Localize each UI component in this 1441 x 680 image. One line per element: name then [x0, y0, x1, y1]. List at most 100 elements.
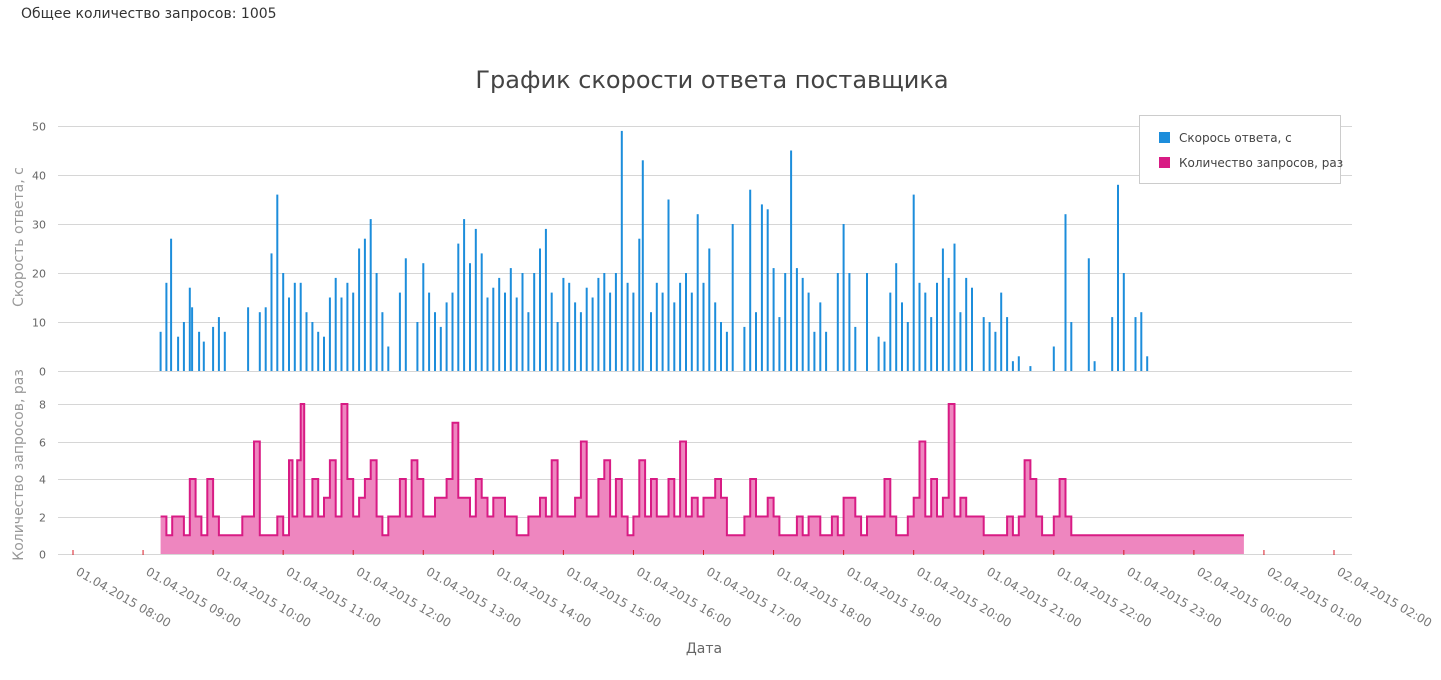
- response-speed-bar: [702, 282, 705, 371]
- response-speed-bar: [398, 292, 401, 371]
- response-speed-bar: [626, 282, 629, 371]
- response-speed-bar: [784, 273, 787, 371]
- response-speed-bar: [533, 273, 536, 371]
- response-speed-bar: [743, 326, 746, 371]
- response-speed-bar: [725, 331, 728, 371]
- x-axis-label: Дата: [686, 641, 722, 657]
- response-speed-bar: [936, 282, 938, 371]
- response-speed-bar: [182, 322, 185, 371]
- response-speed-bar: [539, 248, 541, 371]
- response-speed-bar: [655, 282, 658, 371]
- response-speed-bar: [439, 326, 442, 371]
- response-speed-bar: [895, 263, 898, 371]
- response-speed-bar: [632, 292, 635, 371]
- response-speed-bar: [451, 292, 454, 371]
- response-speed-bar: [247, 307, 250, 371]
- response-speed-bar: [953, 243, 956, 371]
- response-speed-bar: [317, 331, 320, 371]
- response-speed-bar: [1064, 214, 1067, 371]
- response-speed-bar: [1140, 312, 1143, 371]
- response-speed-bar: [299, 282, 302, 371]
- response-speed-bar: [515, 297, 518, 371]
- response-speed-bar: [912, 194, 915, 371]
- lower-y-tick-label: 2: [39, 512, 46, 525]
- response-speed-bar: [988, 322, 991, 371]
- response-speed-bar: [696, 214, 699, 371]
- response-speed-bar: [474, 228, 477, 371]
- chart-legend: Скорось ответа, с Количество запросов, р…: [1139, 115, 1343, 184]
- response-speed-bar: [369, 219, 372, 371]
- response-speed-bar: [1146, 356, 1149, 371]
- response-speed-bar: [720, 322, 722, 371]
- response-speed-bar: [170, 238, 173, 371]
- response-speed-bar: [1122, 273, 1125, 371]
- response-speed-bar: [1117, 184, 1119, 371]
- response-speed-bar: [641, 160, 644, 371]
- response-speed-bar: [358, 248, 361, 371]
- response-speed-bar: [340, 297, 343, 371]
- upper-y-tick-label: 20: [32, 268, 46, 281]
- upper-y-tick-label: 50: [32, 121, 46, 134]
- response-speed-bar: [305, 312, 308, 371]
- response-speed-bar: [982, 317, 985, 371]
- upper-y-tick-label: 10: [32, 317, 46, 330]
- response-speed-bar: [965, 277, 968, 371]
- response-speed-bar: [1000, 292, 1003, 371]
- response-speed-bar: [959, 312, 962, 371]
- response-speed-bar: [591, 297, 594, 371]
- response-speed-bar: [889, 292, 892, 371]
- response-speed-bar: [264, 307, 267, 371]
- response-speed-bar: [673, 302, 676, 371]
- response-speed-bar: [813, 331, 816, 371]
- response-speed-bar: [801, 277, 804, 371]
- response-speed-bar: [387, 346, 390, 371]
- response-speed-bar: [760, 204, 763, 371]
- response-speed-bar: [352, 292, 355, 371]
- legend-box: [1139, 115, 1341, 184]
- response-speed-bar: [270, 253, 273, 371]
- response-speed-bar: [620, 130, 623, 371]
- response-speed-bar: [404, 258, 407, 371]
- total-requests-summary: Общее количество запросов: 1005: [21, 6, 277, 22]
- response-speed-bar: [445, 302, 448, 371]
- response-speed-bar: [434, 312, 436, 371]
- response-speed-bar: [509, 268, 512, 371]
- response-speed-bar: [469, 263, 471, 371]
- response-speed-bar: [428, 292, 431, 371]
- response-speed-bar: [883, 341, 886, 371]
- response-speed-bar: [749, 189, 752, 371]
- response-speed-bar: [486, 297, 489, 371]
- response-speed-bar: [574, 302, 577, 371]
- response-speed-bar: [363, 238, 366, 371]
- legend-label-requests-count[interactable]: Количество запросов, раз: [1179, 156, 1343, 170]
- response-speed-bar: [924, 292, 927, 371]
- legend-label-response-speed[interactable]: Скорось ответа, с: [1179, 131, 1292, 145]
- response-speed-bar: [772, 268, 775, 371]
- response-speed-bar: [188, 287, 191, 371]
- response-speed-bar: [906, 322, 909, 371]
- response-speed-bar: [480, 253, 483, 371]
- upper-y-tick-label: 40: [32, 170, 46, 183]
- response-speed-bar: [708, 248, 711, 371]
- response-speed-bar: [550, 292, 553, 371]
- response-speed-bar: [568, 282, 571, 371]
- response-speed-bar: [492, 287, 495, 371]
- response-speed-bar: [901, 302, 903, 371]
- response-speed-bar: [258, 312, 261, 371]
- response-speed-bar: [381, 312, 384, 371]
- response-speed-bar: [1052, 346, 1055, 371]
- response-speed-bar: [1017, 356, 1020, 371]
- response-speed-bar: [1093, 361, 1096, 371]
- response-speed-bar: [667, 199, 670, 371]
- response-speed-bar: [819, 302, 822, 371]
- response-speed-bar: [159, 331, 162, 371]
- response-speed-bar: [311, 322, 314, 371]
- response-speed-bar: [177, 336, 180, 371]
- requests-count-area: [160, 403, 1244, 554]
- response-speed-bar: [638, 238, 641, 371]
- response-speed-bar: [323, 336, 325, 371]
- response-speed-bar: [1011, 361, 1014, 371]
- response-speed-bar: [346, 282, 349, 371]
